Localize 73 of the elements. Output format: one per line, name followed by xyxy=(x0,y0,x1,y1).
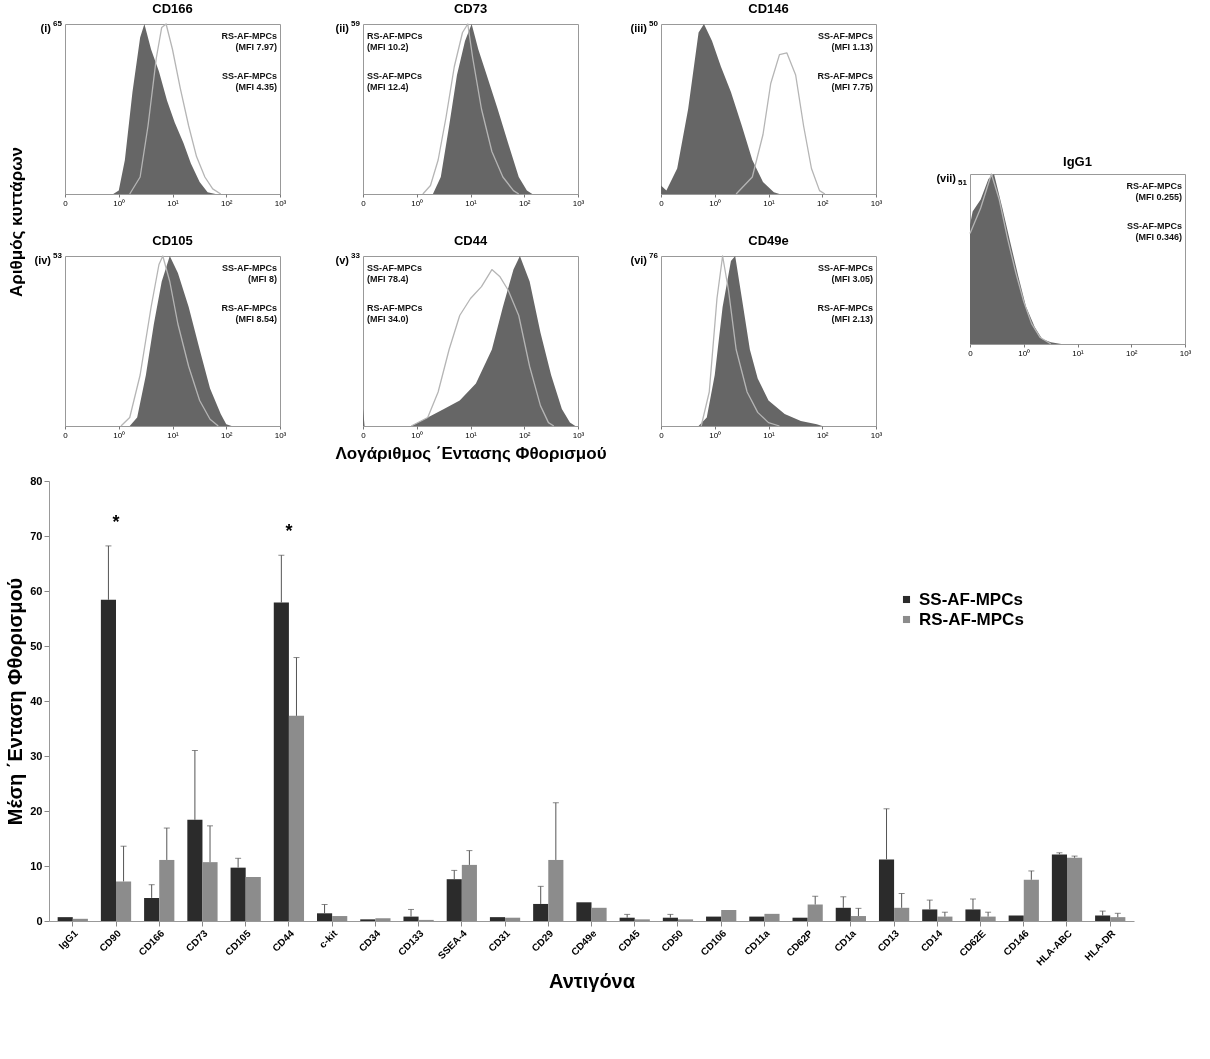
x-tick-label: 10² xyxy=(816,430,829,440)
annotation: SS-AF-MPCs (MFI 78.4) xyxy=(367,263,423,284)
x-tick-label: 0 xyxy=(63,198,69,208)
annotation: * xyxy=(285,521,293,542)
x-tick-label: 10³ xyxy=(572,430,585,440)
y-axis-title: Αριθμός κυττάρων xyxy=(7,147,26,297)
x-tick-label: 0 xyxy=(659,430,665,440)
x-tick-label: 10³ xyxy=(1179,348,1192,358)
annotation: * xyxy=(112,511,120,532)
annotation: RS-AF-MPCs (MFI 34.0) xyxy=(367,303,423,324)
annotation: RS-AF-MPCs (MFI 10.2) xyxy=(367,31,423,52)
y-tick-label: 10 xyxy=(30,859,43,872)
x-tick-label: 10² xyxy=(1125,348,1138,358)
x-tick-label: 10¹ xyxy=(465,430,478,440)
x-tick-label: 0 xyxy=(968,348,974,358)
x-tick-label: 10¹ xyxy=(763,198,776,208)
annotation: SS-AF-MPCs (MFI 4.35) xyxy=(221,71,277,92)
x-tick-label: 10⁰ xyxy=(709,430,722,440)
x-tick-label: 0 xyxy=(659,198,665,208)
x-tick-label: 10² xyxy=(220,430,233,440)
y-tick-label: 20 xyxy=(30,804,43,817)
chart-title: CD49e xyxy=(748,233,789,248)
chart-title: CD146 xyxy=(748,1,789,16)
x-tick-label: 10⁰ xyxy=(411,198,424,208)
annotation: RS-AF-MPCs (MFI 0.255) xyxy=(1126,181,1182,202)
x-axis-title: Λογάριθμος ΄Εντασης Φθορισμού xyxy=(335,443,607,463)
x-tick-label: 10² xyxy=(816,198,829,208)
x-tick-label: 10⁰ xyxy=(113,430,126,440)
x-tick-label: 10¹ xyxy=(167,198,180,208)
x-tick-label: 0 xyxy=(63,430,69,440)
x-tick-label: 10³ xyxy=(572,198,585,208)
annotation: SS-AF-MPCs (MFI 3.05) xyxy=(817,263,873,284)
chart-title: CD105 xyxy=(152,233,193,248)
x-tick-label: 10¹ xyxy=(465,198,478,208)
legend-label: RS-AF-MPCs xyxy=(919,609,1024,629)
x-tick-label: 10⁰ xyxy=(113,198,126,208)
chart-title: CD166 xyxy=(152,1,193,16)
y-tick-label: 50 xyxy=(30,639,43,652)
y-tick-label: 80 xyxy=(30,474,43,487)
x-tick-label: 10¹ xyxy=(763,430,776,440)
chart-title: CD73 xyxy=(453,1,488,16)
x-tick-label: 10³ xyxy=(274,198,287,208)
x-tick-label: 10¹ xyxy=(1072,348,1085,358)
annotation: RS-AF-MPCs (MFI 8.54) xyxy=(221,303,277,324)
x-tick-label: 10² xyxy=(220,198,233,208)
x-tick-label: 10¹ xyxy=(167,430,180,440)
x-tick-label: 10³ xyxy=(274,430,287,440)
chart-title: CD44 xyxy=(453,233,488,248)
annotation: SS-AF-MPCs (MFI 0.346) xyxy=(1126,221,1182,242)
y-tick-label: 0 xyxy=(36,914,43,927)
x-tick-label: 0 xyxy=(361,198,367,208)
y-tick-label: 70 xyxy=(30,529,43,542)
annotation: RS-AF-MPCs (MFI 7.75) xyxy=(817,71,873,92)
x-tick-label: 10² xyxy=(518,430,531,440)
chart-title: IgG1 xyxy=(1063,154,1092,169)
annotation: SS-AF-MPCs (MFI 12.4) xyxy=(367,71,423,92)
legend-label: SS-AF-MPCs xyxy=(919,589,1023,609)
x-tick-label: 10² xyxy=(518,198,531,208)
x-tick-label: 10³ xyxy=(870,198,883,208)
x-tick-label: 0 xyxy=(361,430,367,440)
annotation: SS-AF-MPCs (MFI 1.13) xyxy=(817,31,873,52)
x-tick-label: 10³ xyxy=(870,430,883,440)
x-axis-title: Αντιγόνα xyxy=(548,969,636,992)
y-axis-title: Μέση ΄Ενταση Φθορισμού xyxy=(4,577,27,826)
x-tick-label: 10⁰ xyxy=(1018,348,1031,358)
x-tick-label: 10⁰ xyxy=(709,198,722,208)
y-tick-label: 30 xyxy=(30,749,43,762)
annotation: RS-AF-MPCs (MFI 2.13) xyxy=(817,303,873,324)
y-tick-label: 60 xyxy=(30,584,43,597)
annotation: RS-AF-MPCs (MFI 7.97) xyxy=(221,31,277,52)
annotation: SS-AF-MPCs (MFI 8) xyxy=(221,263,277,284)
x-tick-label: 10⁰ xyxy=(411,430,424,440)
y-tick-label: 40 xyxy=(30,694,43,707)
